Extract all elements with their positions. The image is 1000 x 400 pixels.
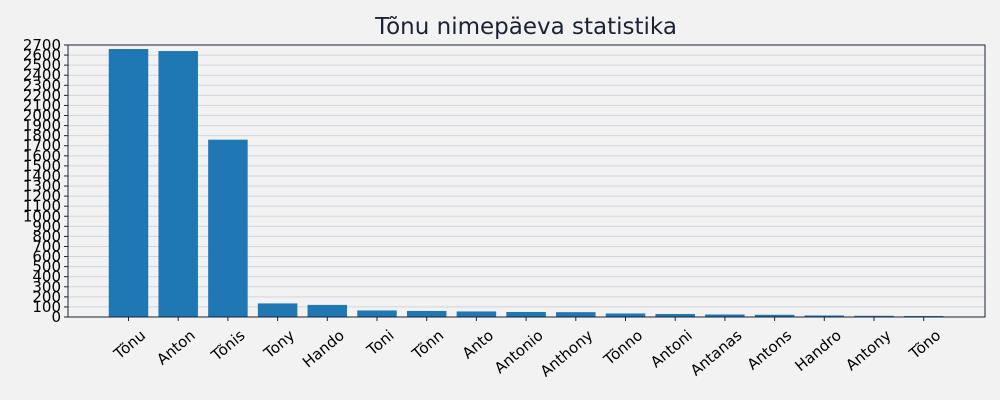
x-tick-label: Antanas	[687, 326, 746, 379]
x-tick-label: Tõnis	[207, 326, 248, 365]
y-tick-label: 1700	[23, 137, 61, 155]
y-tick-label: 1900	[23, 117, 61, 135]
y-tick-label: 1600	[23, 147, 61, 165]
y-tick-label: 200	[32, 288, 61, 306]
y-tick-label: 2300	[23, 76, 61, 94]
bar-Antony	[854, 315, 894, 317]
y-tick-label: 2500	[23, 56, 61, 74]
bar-Antons	[754, 314, 795, 317]
y-tick-label: 2400	[23, 66, 61, 84]
y-tick-label: 400	[32, 268, 61, 286]
x-tick-label: Anto	[459, 326, 497, 362]
x-tick-label: Anton	[153, 326, 199, 368]
x-tick-label: Handro	[792, 326, 845, 375]
bar-Tõnis	[208, 139, 248, 317]
x-tick-label: Toni	[363, 326, 398, 359]
bar-Antoni	[655, 313, 695, 317]
bar-Handro	[804, 315, 845, 317]
y-tick-label: 100	[32, 298, 61, 316]
bar-Anthony	[556, 312, 596, 317]
y-tick-label: 2000	[23, 107, 61, 125]
bar-Antanas	[705, 314, 745, 317]
x-tick-label: Tõnn	[408, 326, 447, 363]
x-tick-label: Tony	[260, 326, 299, 362]
x-axis: Tõnu Anton Tõnis Tony Hando Toni Tõnn Anto Anton…	[110, 317, 944, 380]
x-tick-label: Tõnno	[600, 326, 646, 369]
y-tick-label: 900	[32, 217, 61, 235]
bar-Anton	[158, 51, 198, 318]
y-tick-label: 2100	[23, 96, 61, 114]
y-axis: 0100200300400500600700800900100011001200…	[23, 36, 68, 326]
x-tick-label: Tõno	[905, 326, 944, 363]
y-tick-label: 2600	[23, 46, 61, 64]
y-tick-label: 700	[32, 237, 61, 255]
x-tick-label: Antony	[842, 326, 894, 374]
bar-Toni	[357, 310, 397, 317]
bar-Tõnn	[406, 310, 447, 317]
y-tick-label: 500	[32, 258, 61, 276]
y-tick-label: 600	[32, 248, 61, 266]
y-tick-label: 300	[32, 278, 61, 296]
bar-Hando	[307, 304, 348, 317]
y-tick-label: 1200	[23, 187, 61, 205]
grid-lines	[68, 44, 985, 318]
y-tick-label: 2200	[23, 86, 61, 104]
plot-frame	[67, 44, 986, 318]
bar-Tõnu	[108, 49, 149, 317]
x-tick-label: Hando	[299, 326, 348, 371]
chart-title: Tõnu nimepäeva statistika	[374, 14, 677, 40]
y-tick-label: 1100	[23, 197, 61, 215]
y-tick-label: 1400	[23, 167, 61, 185]
y-tick-label: 1300	[23, 177, 61, 195]
bar-Anto	[456, 311, 497, 317]
bar-Antonio	[506, 311, 546, 317]
y-tick-label: 1800	[23, 127, 61, 145]
bar-Tõnno	[605, 313, 646, 317]
bars	[108, 49, 944, 318]
y-tick-label: 800	[32, 227, 61, 245]
x-tick-label: Tõnu	[110, 326, 149, 363]
y-tick-label: 1500	[23, 157, 61, 175]
y-tick-label: 1000	[23, 207, 61, 225]
y-tick-label: 0	[51, 308, 61, 326]
y-tick-label: 2700	[23, 36, 61, 54]
bar-Tõno	[903, 315, 944, 317]
x-tick-label: Antons	[744, 326, 796, 373]
x-tick-label: Anthony	[537, 326, 597, 380]
bar-Tony	[257, 303, 298, 317]
